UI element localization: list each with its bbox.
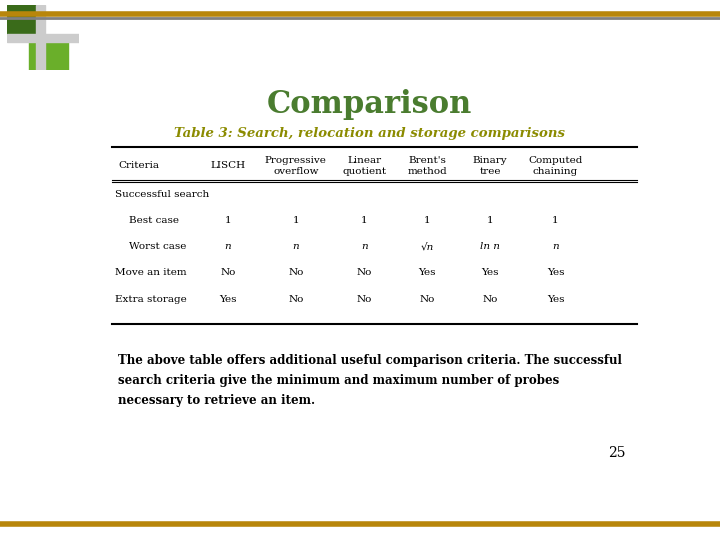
Text: Binary
tree: Binary tree — [472, 156, 508, 176]
Bar — [7, 5, 40, 38]
Text: 25: 25 — [608, 446, 626, 460]
Text: LISCH: LISCH — [210, 161, 246, 170]
Text: No: No — [288, 295, 304, 303]
Text: Worst case: Worst case — [129, 242, 186, 251]
Text: Yes: Yes — [481, 268, 499, 278]
Text: 1: 1 — [487, 216, 493, 225]
Text: No: No — [220, 268, 235, 278]
Text: Table 3: Search, relocation and storage comparisons: Table 3: Search, relocation and storage … — [174, 127, 564, 140]
Text: Yes: Yes — [418, 268, 436, 278]
Bar — [36, 5, 45, 70]
Text: No: No — [482, 295, 498, 303]
Text: n: n — [361, 242, 367, 251]
Text: Move an item: Move an item — [115, 268, 186, 278]
Text: n: n — [292, 242, 300, 251]
Text: 1: 1 — [225, 216, 231, 225]
Text: √n: √n — [420, 242, 433, 251]
Text: Best case: Best case — [129, 216, 179, 225]
Text: Yes: Yes — [219, 295, 236, 303]
Text: Criteria: Criteria — [118, 161, 159, 170]
Text: Comparison: Comparison — [266, 89, 472, 120]
Text: Progressive
overflow: Progressive overflow — [265, 156, 327, 176]
Text: Computed
chaining: Computed chaining — [528, 156, 582, 176]
Text: No: No — [288, 268, 304, 278]
Text: Yes: Yes — [546, 268, 564, 278]
Text: Linear
quotient: Linear quotient — [342, 156, 386, 176]
Bar — [7, 34, 79, 42]
Text: No: No — [419, 295, 435, 303]
Text: No: No — [356, 295, 372, 303]
Text: Successful search: Successful search — [115, 190, 210, 199]
Text: 1: 1 — [292, 216, 300, 225]
Text: The above table offers additional useful comparison criteria. The successful
sea: The above table offers additional useful… — [118, 354, 622, 407]
Text: Yes: Yes — [546, 295, 564, 303]
Text: 1: 1 — [361, 216, 367, 225]
Bar — [29, 35, 68, 70]
Text: n: n — [552, 242, 559, 251]
Text: ln n: ln n — [480, 242, 500, 251]
Text: 1: 1 — [423, 216, 431, 225]
Text: 1: 1 — [552, 216, 559, 225]
Text: Extra storage: Extra storage — [115, 295, 187, 303]
Text: n: n — [225, 242, 231, 251]
Text: Brent's
method: Brent's method — [407, 156, 447, 176]
Text: No: No — [356, 268, 372, 278]
